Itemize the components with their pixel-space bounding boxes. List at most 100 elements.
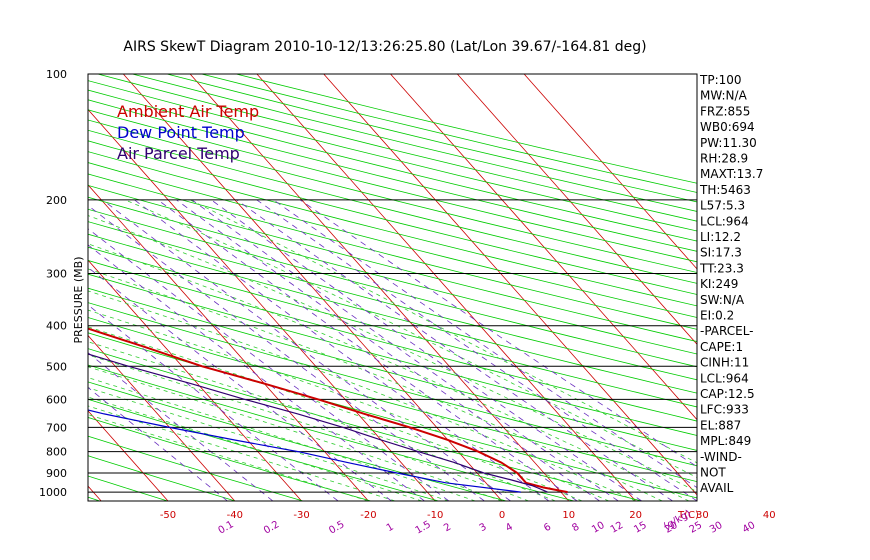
mixing-ratio-grid [88,199,697,501]
dry-adiabat-line [88,173,697,330]
moist-adiabat-line [88,405,396,501]
pressure-tick-label: 100 [46,68,67,81]
mixing-ratio-line [134,199,550,501]
pressure-tick-label: 600 [46,393,67,406]
bottom-temp-tick-labels: -50 -40 -30 -20 -10 0 10 20 30 40 [160,510,776,521]
dry-adiabat-line [0,74,32,501]
pressure-tick-label: 700 [46,421,67,434]
isotherm-line [88,334,236,501]
sounding-index: SI:17.3 [700,246,742,260]
isotherm-line [0,74,34,501]
legend-parcel: Air Parcel Temp [117,144,240,163]
dewpoint-line [88,409,521,493]
dry-adiabat-line [88,381,507,501]
mixing-ratio-tick-label: 8 [570,521,581,534]
moist-adiabat-line [88,268,663,501]
dry-adiabat-line [88,208,697,368]
sounding-series [88,327,568,494]
bottom-temp-tick-label: -50 [160,510,176,521]
isotherm-line [88,410,169,501]
dry-adiabat-line [236,74,697,184]
dry-adiabat-line [88,109,697,263]
bottom-temp-tick-label: 10 [562,510,575,521]
dry-adiabat-line [88,140,697,295]
moist-adiabat-line [124,199,697,479]
isotherm-line [323,74,697,496]
legend: Ambient Air Temp Dew Point Temp Air Parc… [117,102,259,163]
dry-adiabat-line [88,348,642,501]
plot-frame [87,73,698,502]
moist-adiabat-line [88,414,369,501]
dry-adiabat-line [88,435,304,501]
ambient-temp-line [88,327,568,494]
mixing-ratio-line [88,244,425,501]
pressure-tick-labels: 100 200 300 400 500 600 700 800 900 1000 [39,68,67,499]
mixing-ratio-tick-label: 12 [609,520,626,536]
moist-adiabat-line [88,290,636,501]
sounding-index: L57:5.3 [700,199,745,213]
moist-adiabat-line [88,243,690,501]
dry-adiabat-line [88,455,236,501]
sounding-index: LI:12.2 [700,230,741,244]
moist-adiabat-line [88,354,529,501]
mixing-ratio-line [176,199,600,501]
mixing-ratio-line [157,199,578,501]
mixing-ratio-line [211,199,642,501]
dry-adiabat-line [88,233,697,394]
mixing-ratio-tick-labels: 0.1 0.2 0.5 1 1.5 2 3 4 6 8 10 12 15 20 25 30 40 [217,519,758,536]
moist-adiabat-line [88,377,476,501]
pressure-tick-label: 500 [46,360,67,373]
mixing-ratio-tick-label: 1.5 [414,519,433,536]
dry-adiabat-line [88,162,697,318]
sounding-index: AVAIL [700,481,734,495]
sounding-index: WB0:694 [700,120,755,134]
isotherm-line [123,74,503,501]
moist-adiabat-grid [88,199,697,501]
dry-adiabat-line [88,196,697,355]
dry-adiabat-line [88,151,697,307]
pressure-tick-label: 200 [46,194,67,207]
sounding-index: EI:0.2 [700,309,734,323]
mixing-ratio-tick-label: 0.1 [217,519,236,536]
dry-adiabat-line [88,287,697,451]
sounding-index: RH:28.9 [700,152,748,166]
mixing-ratio-tick-label: 4 [504,521,515,534]
mixing-ratio-tick-label: 10 [590,520,607,536]
dry-adiabat-line [88,221,697,381]
dry-adiabat-line [88,99,697,252]
isotherm-line [256,74,636,501]
mixing-ratio-line [88,228,450,501]
sounding-index: MAXT:13.7 [700,167,763,181]
mixing-ratio-tick-label: 0.2 [262,519,281,536]
pressure-tick-label: 900 [46,467,67,480]
sounding-index: LCL:964 [700,371,749,385]
dry-adiabat-line [88,119,697,273]
sounding-index: CAPE:1 [700,340,743,354]
mixing-ratio-tick-label: 40 [741,520,758,536]
moist-adiabat-line [88,387,449,501]
sounding-index: TH:5463 [699,183,751,197]
bottom-temp-tick-label: -10 [427,510,443,521]
legend-ambient: Ambient Air Temp [117,102,259,121]
mixing-ratio-tick-label: 25 [688,520,705,536]
bottom-temp-tick-label: 40 [763,510,776,521]
mixing-ratio-line [256,199,697,501]
dry-adiabat-line [88,184,697,342]
dry-adiabat-line [88,364,575,501]
sounding-index: PW:11.30 [700,136,757,150]
mixing-ratio-line [88,266,392,501]
moist-adiabat-line [88,366,503,501]
mixing-ratio-line [273,199,697,489]
dry-adiabat-line [88,246,697,408]
mixing-ratio-line [236,199,673,501]
moist-adiabat-line [88,326,583,501]
sounding-index: LCL:964 [700,214,749,228]
sounding-index: CINH:11 [700,356,749,370]
bottom-temp-tick-label: 30 [696,510,709,521]
y-axis-label: PRESSURE (MB) [72,257,85,344]
isotherm-line [88,485,102,501]
isotherm-line [457,74,697,345]
mixing-ratio-line [88,204,485,501]
